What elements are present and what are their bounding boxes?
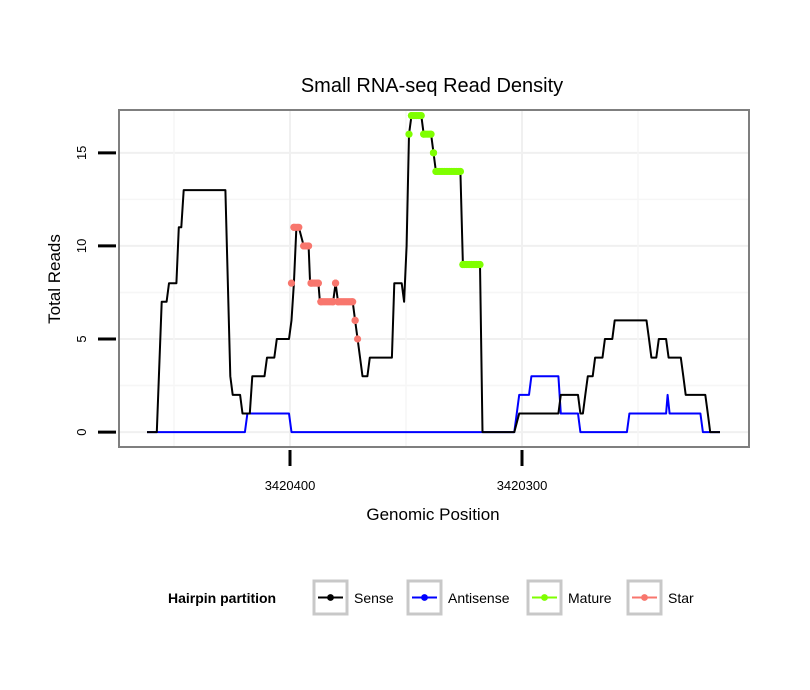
legend-item-star: Star	[626, 579, 694, 616]
y-axis: 0 5 10 15	[74, 146, 116, 436]
legend-key-dot	[327, 594, 334, 601]
data-point	[331, 279, 340, 287]
y-axis-label: Total Reads	[45, 234, 64, 324]
chart-title: Small RNA-seq Read Density	[301, 75, 563, 97]
legend-title: Hairpin partition	[168, 590, 276, 606]
y-tick-label: 5	[74, 335, 89, 342]
data-point	[287, 279, 296, 287]
y-tick-label: 10	[74, 239, 89, 253]
series-line-sense	[147, 114, 720, 434]
data-point	[295, 223, 303, 231]
series-markers-star	[287, 223, 362, 343]
legend-key-dot	[421, 594, 428, 601]
data-point	[427, 130, 435, 138]
data-point	[476, 260, 484, 269]
data-point	[456, 167, 465, 176]
plot-background	[119, 110, 749, 447]
legend-label: Mature	[568, 590, 612, 606]
data-point	[314, 279, 323, 287]
legend-label: Antisense	[448, 590, 510, 606]
data-point	[429, 149, 438, 157]
legend-item-sense: Sense	[312, 579, 394, 616]
y-tick-label: 15	[74, 146, 89, 160]
data-point	[305, 242, 313, 250]
x-axis: 3420400 3420300	[265, 450, 548, 493]
x-tick-label: 3420400	[265, 478, 316, 493]
legend: Hairpin partition Sense Antisense Mature St…	[168, 579, 694, 616]
legend-label: Star	[668, 590, 694, 606]
data-point	[349, 298, 357, 306]
data-point	[353, 335, 362, 343]
legend-item-antisense: Antisense	[406, 579, 510, 616]
plot-border	[118, 109, 750, 448]
data-point	[351, 316, 359, 324]
x-tick-label: 3420300	[497, 478, 548, 493]
series-line-antisense	[147, 375, 720, 434]
legend-item-mature: Mature	[526, 579, 612, 616]
data-point	[417, 111, 425, 120]
legend-label: Sense	[354, 590, 394, 606]
data-point	[405, 130, 413, 138]
y-tick-label: 0	[74, 428, 89, 435]
x-axis-label: Genomic Position	[366, 505, 499, 524]
legend-key-dot	[641, 594, 648, 601]
series-markers-mature	[405, 111, 484, 269]
plot-panel	[118, 109, 750, 448]
series-layer	[147, 111, 720, 434]
legend-key-dot	[541, 594, 548, 601]
